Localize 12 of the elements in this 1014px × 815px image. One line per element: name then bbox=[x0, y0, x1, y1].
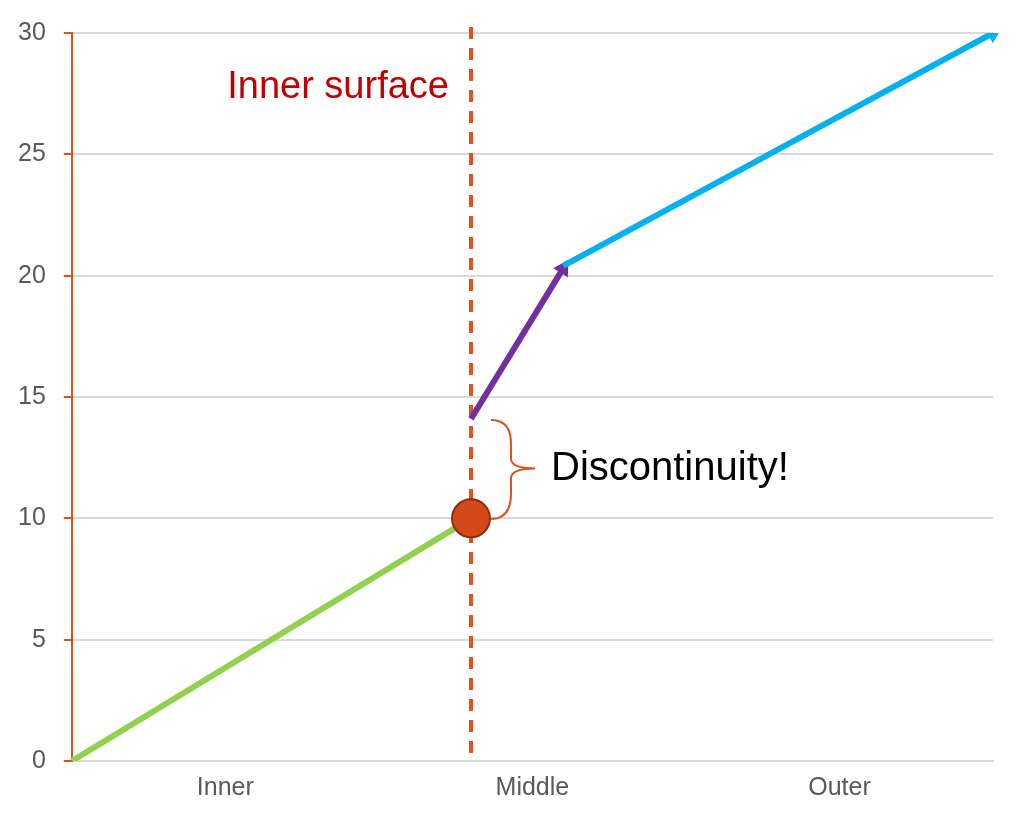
annotation: Discontinuity! bbox=[550, 443, 789, 488]
y-tick-label: 0 bbox=[31, 744, 46, 773]
y-tick-label: 15 bbox=[18, 380, 46, 409]
y-tick-label: 25 bbox=[18, 138, 46, 167]
y-tick-label: 5 bbox=[31, 623, 46, 652]
x-tick-label: Middle bbox=[495, 771, 570, 800]
y-tick-label: 30 bbox=[18, 16, 46, 45]
y-tick-label: 20 bbox=[18, 259, 46, 288]
y-tick-label: 10 bbox=[18, 502, 46, 531]
x-tick-label: Outer bbox=[808, 771, 871, 800]
x-tick-label: Inner bbox=[196, 771, 254, 800]
annotation: Inner surface bbox=[227, 64, 449, 107]
